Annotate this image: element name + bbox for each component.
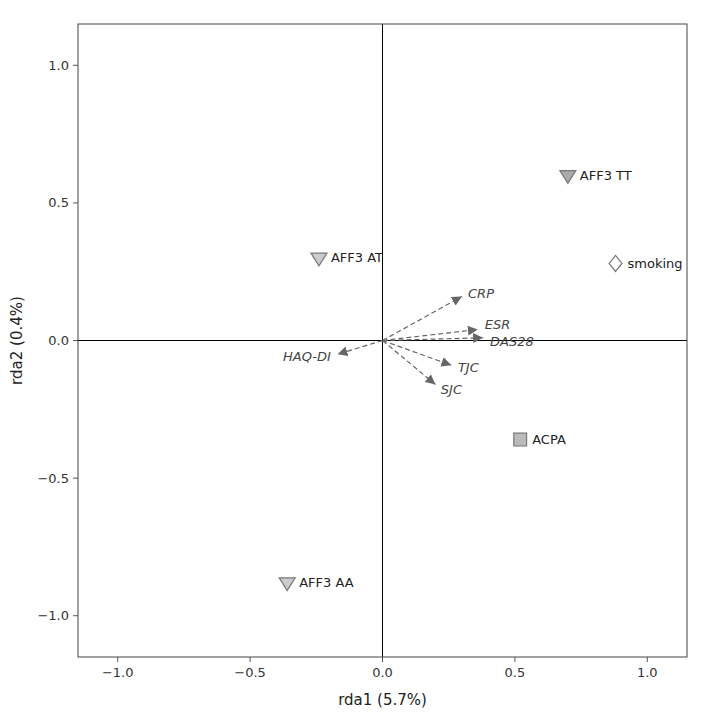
y-tick-label: −1.0	[37, 608, 69, 623]
y-tick-label: 1.0	[48, 58, 69, 73]
y-axis-label: rda2 (0.4%)	[8, 296, 26, 385]
point-label: AFF3 TT	[580, 168, 632, 183]
arrow-label: HAQ-DI	[283, 349, 331, 364]
x-tick-label: 0.5	[505, 665, 526, 680]
x-tick-label: 1.0	[637, 665, 658, 680]
point-marker	[560, 171, 576, 184]
point-label: ACPA	[532, 432, 566, 447]
x-tick-label: −1.0	[102, 665, 134, 680]
point-label: AFF3 AT	[331, 250, 383, 265]
x-tick-label: −0.5	[234, 665, 266, 680]
y-tick	[73, 65, 78, 66]
y-tick-label: −0.5	[37, 471, 69, 486]
plot-background	[78, 24, 687, 657]
x-tick	[382, 657, 383, 662]
x-tick	[647, 657, 648, 662]
point-marker	[279, 578, 295, 591]
y-tick-label: 0.0	[48, 333, 69, 348]
x-tick	[117, 657, 118, 662]
arrow-label: SJC	[441, 382, 463, 397]
labels: CRP ESR DAS28 TJC SJC HAQ-DI AFF3 TT AFF3 AT AFF…	[283, 168, 682, 590]
plot-frame	[78, 24, 687, 657]
plot-area	[78, 24, 687, 657]
arrow	[383, 341, 452, 366]
point-label: smoking	[628, 256, 683, 271]
arrow-label: ESR	[485, 317, 511, 332]
arrow	[383, 338, 484, 341]
y-tick	[73, 478, 78, 479]
point-marker	[311, 253, 327, 266]
arrow-label: CRP	[468, 286, 494, 301]
x-tick	[514, 657, 515, 662]
chart: −1.0 −0.5 0.0 0.5 1.0 −1.0 −0.5 0.0 0.5 1.0 rda1 (…	[0, 0, 711, 723]
y-tick	[73, 615, 78, 616]
arrow	[337, 341, 382, 355]
point-label: AFF3 AA	[299, 575, 354, 590]
arrow	[383, 296, 462, 340]
point-marker	[514, 433, 527, 446]
arrow	[383, 341, 436, 385]
arrow-label: TJC	[458, 360, 480, 375]
y-tick-label: 0.5	[48, 195, 69, 210]
arrow-label: DAS28	[490, 334, 534, 349]
point-marker	[609, 255, 622, 271]
y-tick	[73, 202, 78, 203]
y-tick	[73, 340, 78, 341]
axes: −1.0 −0.5 0.0 0.5 1.0 −1.0 −0.5 0.0 0.5 1.0	[37, 58, 657, 680]
x-tick	[250, 657, 251, 662]
x-tick-label: 0.0	[372, 665, 393, 680]
x-axis-label: rda1 (5.7%)	[338, 691, 427, 709]
